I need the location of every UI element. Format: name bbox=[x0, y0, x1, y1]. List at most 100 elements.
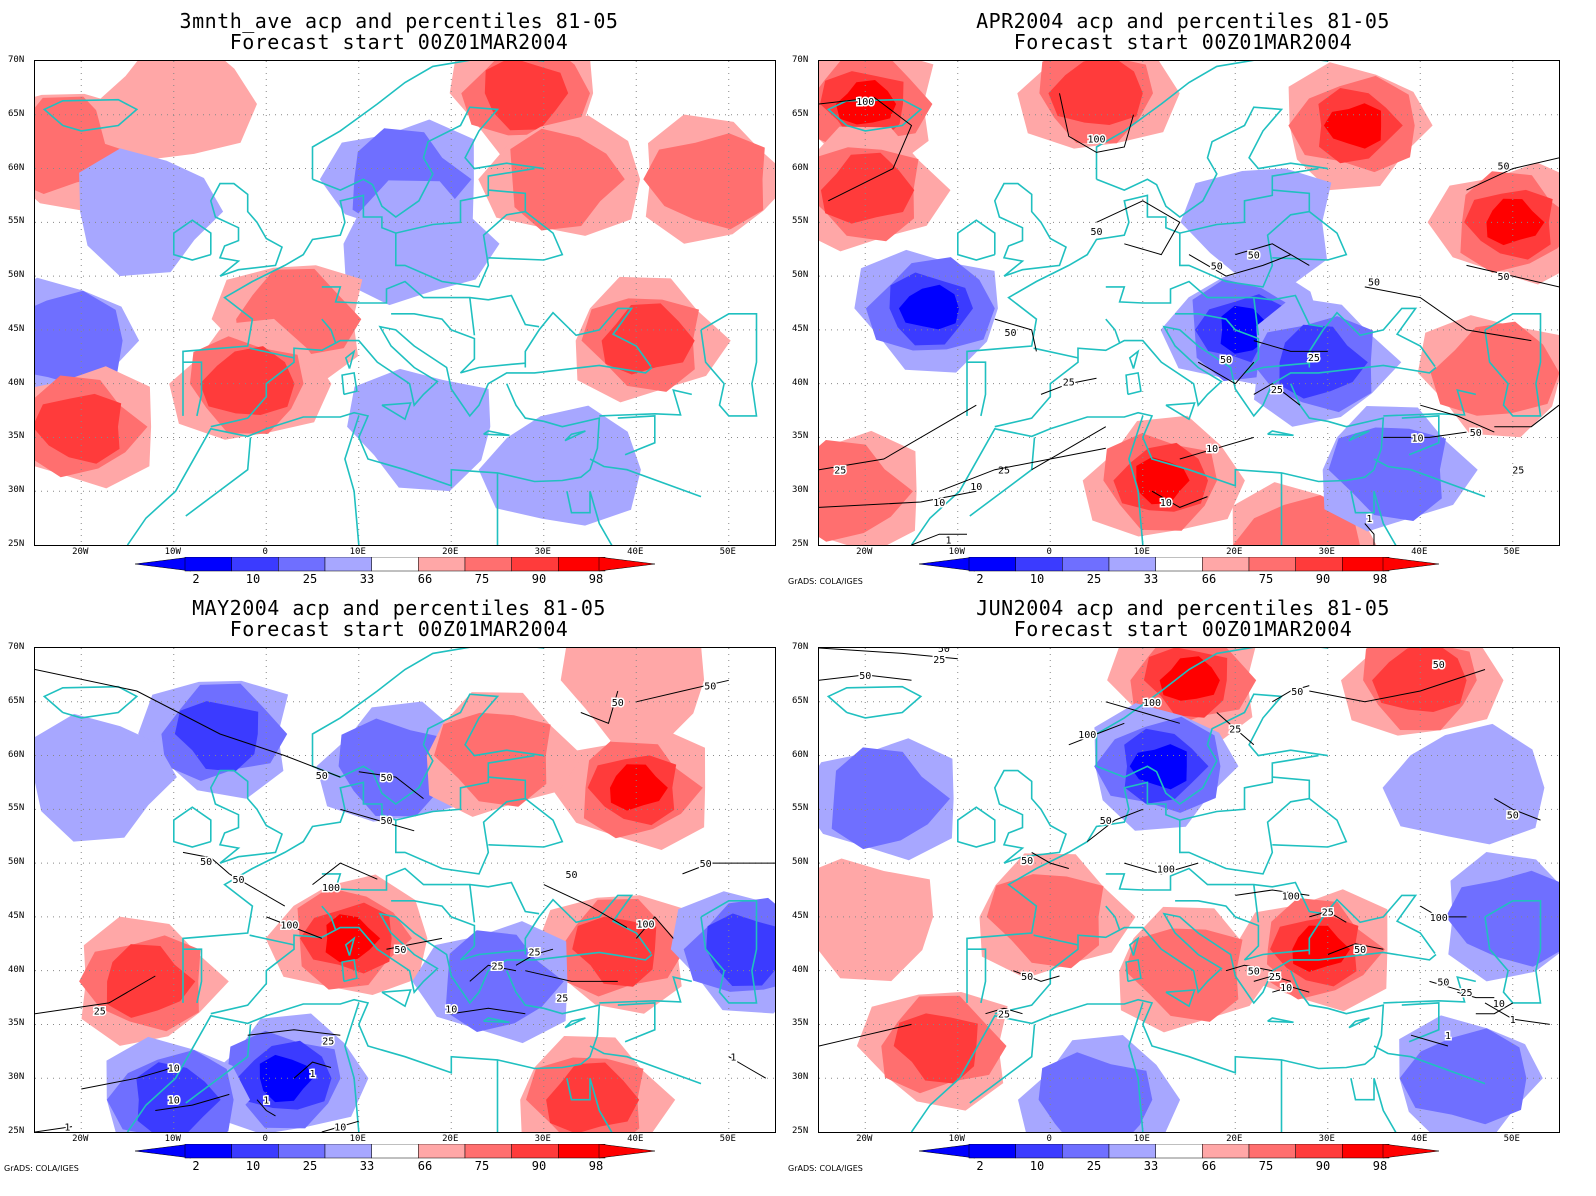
coastline bbox=[173, 806, 212, 848]
lat-tick-label: 60N bbox=[8, 749, 25, 760]
contour-label: 50 bbox=[1497, 272, 1509, 283]
contour-label: 100 bbox=[1430, 913, 1448, 924]
coastline bbox=[1267, 1017, 1294, 1024]
contour-line bbox=[985, 1007, 1023, 1015]
coastline bbox=[700, 313, 758, 417]
coastline bbox=[394, 210, 564, 288]
coastlines bbox=[42, 648, 758, 1132]
colorbar-segment bbox=[511, 556, 559, 572]
coastline bbox=[1348, 1017, 1370, 1029]
lat-tick-label: 70N bbox=[792, 55, 809, 65]
colorbar-segment bbox=[1015, 556, 1063, 572]
coastline bbox=[1373, 1045, 1486, 1085]
contour-line bbox=[386, 937, 443, 950]
lon-tick-label: 0 bbox=[1046, 1134, 1052, 1144]
contour-line bbox=[635, 916, 674, 939]
contour-line bbox=[1494, 404, 1559, 428]
colorbar-label: 98 bbox=[588, 572, 604, 586]
coastline bbox=[341, 958, 358, 983]
lon-tick-label: 30E bbox=[1318, 1134, 1335, 1144]
coastline bbox=[381, 402, 412, 421]
coastline bbox=[1348, 430, 1370, 442]
coastline bbox=[1125, 958, 1142, 983]
colorbar-segment bbox=[558, 556, 606, 572]
anomaly-region bbox=[347, 368, 491, 492]
contour-line bbox=[1272, 685, 1310, 703]
contour-label: 25 bbox=[1460, 988, 1472, 999]
contour-line bbox=[469, 964, 517, 982]
colorbar-segment bbox=[1155, 556, 1203, 572]
coastline bbox=[311, 61, 544, 180]
contour-label: 50 bbox=[612, 698, 624, 709]
colorbar-label: 10 bbox=[245, 1159, 261, 1173]
colorbar-label: 25 bbox=[1086, 572, 1102, 586]
lat-tick-label: 55N bbox=[792, 803, 809, 814]
lat-tick-label: 60N bbox=[792, 162, 809, 173]
contour-line bbox=[1059, 93, 1134, 153]
contour-line bbox=[35, 669, 341, 778]
anomaly-region bbox=[174, 701, 259, 772]
lat-tick-label: 35N bbox=[8, 431, 25, 442]
lat-tick-label: 65N bbox=[792, 695, 809, 706]
contour-label: 10 bbox=[1160, 498, 1172, 509]
anomaly-region bbox=[560, 648, 705, 745]
anomaly-region bbox=[136, 1062, 221, 1132]
anomaly-region bbox=[898, 284, 959, 330]
lat-tick-label: 40N bbox=[8, 377, 25, 388]
contour-line bbox=[1068, 722, 1125, 746]
anomaly-region bbox=[835, 80, 897, 125]
coastline bbox=[564, 1017, 586, 1029]
coastline bbox=[1095, 648, 1328, 767]
colorbar-segment bbox=[324, 1143, 372, 1159]
colorbar-label: 2 bbox=[976, 1159, 984, 1173]
coastline bbox=[1095, 61, 1328, 180]
contour-line bbox=[35, 1126, 73, 1132]
coastlines bbox=[826, 61, 1542, 545]
lon-tick-label: 40E bbox=[1411, 1134, 1428, 1144]
contour-label: 1 bbox=[730, 1053, 736, 1064]
contour-label: 25 bbox=[556, 994, 568, 1005]
contour-label: 25 bbox=[998, 1010, 1010, 1021]
contour-label: 1 bbox=[1445, 1031, 1451, 1042]
contour-label: 50 bbox=[1507, 811, 1519, 822]
colorbar-segment bbox=[1248, 556, 1296, 572]
colorbar-arrow-right bbox=[598, 1143, 656, 1159]
lon-tick-label: 20W bbox=[72, 547, 89, 557]
contour-line bbox=[1105, 701, 1180, 724]
contour-label: 25 bbox=[1063, 378, 1075, 389]
colorbar-segment bbox=[418, 1143, 466, 1159]
lat-tick-label: 35N bbox=[792, 431, 809, 442]
colorbar-label: 90 bbox=[1315, 1159, 1331, 1173]
anomaly-region bbox=[1048, 61, 1143, 125]
contour-line bbox=[515, 948, 554, 966]
panel-title: JUN2004 acp and percentiles 81-05 bbox=[976, 596, 1390, 620]
coastline bbox=[183, 948, 203, 1004]
anomaly-region bbox=[35, 290, 123, 387]
contour-line bbox=[1197, 361, 1255, 385]
coastline bbox=[994, 325, 1437, 428]
contour-line bbox=[321, 1120, 359, 1132]
lon-tick-label: 40E bbox=[627, 1134, 644, 1144]
contour-label: 10 bbox=[933, 498, 945, 509]
contour-label: 100 bbox=[322, 883, 340, 894]
colorbar-segment bbox=[231, 556, 279, 572]
contour-label: 25 bbox=[528, 947, 540, 958]
contour-line bbox=[580, 690, 619, 724]
coastline bbox=[1128, 415, 1144, 545]
contour-line bbox=[911, 533, 967, 545]
lat-tick-label: 65N bbox=[8, 108, 25, 119]
coastline bbox=[966, 754, 1319, 1003]
contour-line bbox=[358, 771, 424, 799]
coastline bbox=[617, 1002, 656, 1043]
contour-label: 25 bbox=[933, 655, 945, 666]
contour-label: 10 bbox=[334, 1123, 346, 1132]
coastline bbox=[1401, 1002, 1440, 1043]
lat-tick-label: 70N bbox=[8, 55, 25, 65]
contour-line bbox=[1216, 712, 1255, 746]
contour-label: 10 bbox=[1280, 983, 1292, 994]
contour-label: 100 bbox=[1157, 864, 1175, 875]
map-svg bbox=[35, 61, 775, 545]
coastline bbox=[1175, 900, 1310, 961]
coastline bbox=[1272, 776, 1311, 799]
lon-tick-label: 10E bbox=[349, 1134, 366, 1144]
